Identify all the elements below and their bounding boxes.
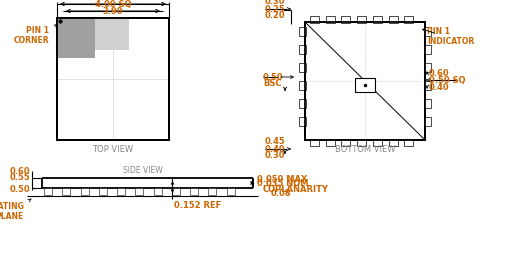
Bar [298,117,305,126]
Bar [298,27,305,36]
Bar [304,22,424,140]
Bar [372,16,381,23]
Bar [298,99,305,108]
Text: 0.50: 0.50 [9,185,30,193]
Bar [57,18,168,140]
Bar [99,188,106,195]
Text: 3.90: 3.90 [102,7,123,16]
Text: 0.152 REF: 0.152 REF [174,201,221,210]
Text: 0.25: 0.25 [265,4,285,14]
Text: 0.40: 0.40 [265,145,285,153]
Bar [325,16,334,23]
Bar [354,78,374,92]
Text: 4.10: 4.10 [102,0,123,2]
Bar [62,188,70,195]
Bar [423,99,430,108]
Text: TOP VIEW: TOP VIEW [92,145,133,154]
Bar [404,16,412,23]
Bar [57,18,168,140]
Bar [57,18,95,58]
Text: 0.50: 0.50 [263,73,283,81]
Text: PIN 1
INDICATOR: PIN 1 INDICATOR [426,27,473,46]
Bar [309,139,318,146]
Text: PIN 1
CORNER: PIN 1 CORNER [13,26,49,45]
Text: BOTTOM VIEW: BOTTOM VIEW [334,145,394,154]
Bar [208,188,216,195]
Bar [304,22,424,140]
Bar [298,81,305,90]
Text: SEATING
PLANE: SEATING PLANE [0,202,24,221]
Bar [356,16,365,23]
Bar [325,139,334,146]
Bar [172,188,180,195]
Bar [423,27,430,36]
Bar [117,188,125,195]
Bar [153,188,161,195]
Bar [298,45,305,54]
Bar [388,16,397,23]
Bar [341,16,350,23]
Text: 0.50 SQ: 0.50 SQ [428,75,465,85]
Bar [227,188,234,195]
Text: 0.55: 0.55 [9,174,30,182]
Bar [135,188,143,195]
Bar [356,139,365,146]
Text: 0.035 NOM: 0.035 NOM [257,179,308,187]
Text: 0.45: 0.45 [265,138,285,146]
Text: SIDE VIEW: SIDE VIEW [122,166,162,175]
Bar [423,81,430,90]
Text: BSC: BSC [263,80,281,88]
Bar [309,16,318,23]
Bar [341,139,350,146]
Text: 0.30: 0.30 [265,151,285,161]
Bar [423,63,430,72]
Bar [80,188,89,195]
Bar [388,139,397,146]
Bar [95,18,129,50]
Bar [423,117,430,126]
Text: 0.40: 0.40 [428,82,449,92]
Text: 0.08: 0.08 [270,189,291,199]
Text: 0.20: 0.20 [265,11,285,21]
Text: COPLANARITY: COPLANARITY [263,185,328,193]
Text: 0.60: 0.60 [428,68,449,78]
Bar [44,188,52,195]
Text: 0.050 MAX: 0.050 MAX [257,175,307,183]
Bar [404,139,412,146]
Text: 4.00 SQ: 4.00 SQ [95,0,131,9]
Bar [423,45,430,54]
Bar [190,188,198,195]
Text: 0.60: 0.60 [9,168,30,176]
Bar [298,63,305,72]
Text: 0.30: 0.30 [265,0,285,7]
Bar [372,139,381,146]
